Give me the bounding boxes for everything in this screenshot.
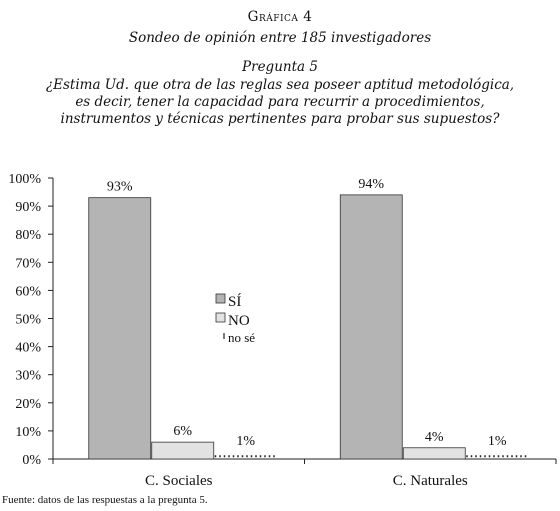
question-text: ¿Estima Ud. que otra de las reglas sea p…: [45, 77, 515, 127]
legend-swatch: [215, 312, 226, 323]
source-note: Fuente: datos de las respuestas a la pre…: [2, 494, 208, 506]
bar-value-label: 6%: [173, 424, 192, 439]
y-tick-label: 90%: [15, 200, 41, 215]
legend-label: SÍ: [228, 293, 241, 310]
y-tick-label: 20%: [15, 397, 41, 412]
x-category-label: C. Sociales: [145, 473, 213, 489]
bar-value-label: 93%: [107, 180, 133, 195]
bar: [339, 194, 403, 460]
bar-value-label: 1%: [488, 434, 507, 449]
bar: [88, 197, 152, 460]
bar-chart: 0% 10% 20% 30% 40% 50% 60% 70% 80% 90% 100% 93% 6% 1%…: [8, 172, 557, 489]
chart-label: Gráfica 4: [247, 9, 313, 25]
legend-label: no sé: [228, 330, 255, 345]
y-tick-label: 0%: [22, 453, 41, 468]
y-tick-label: 50%: [15, 313, 41, 328]
bar: [151, 441, 215, 460]
bar-value-label: 1%: [236, 434, 255, 449]
legend-swatch: [215, 293, 226, 304]
y-tick-label: 70%: [15, 256, 41, 271]
legend-label: NO: [228, 313, 250, 329]
chart-subtitle: Sondeo de opinión entre 185 investigador…: [128, 30, 432, 46]
bar-value-label: 94%: [358, 177, 384, 192]
bar: [402, 447, 466, 460]
bar-value-label: 4%: [425, 430, 444, 445]
question-label: Pregunta 5: [242, 59, 318, 75]
y-tick-label: 30%: [15, 369, 41, 384]
y-tick-label: 10%: [15, 425, 41, 440]
y-tick-label: 40%: [15, 341, 41, 356]
y-tick-label: 100%: [8, 172, 41, 187]
y-tick-label: 80%: [15, 228, 41, 243]
y-tick-label: 60%: [15, 284, 41, 299]
x-category-label: C. Naturales: [393, 473, 468, 489]
